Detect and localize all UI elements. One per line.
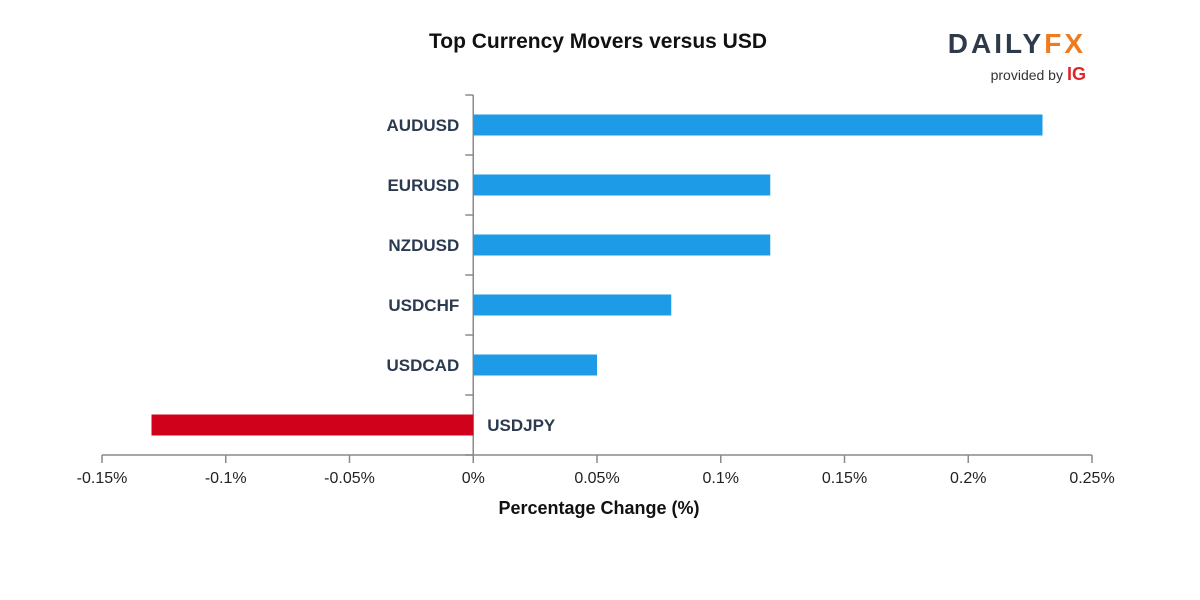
category-label: USDCHF xyxy=(388,296,459,315)
category-label: USDJPY xyxy=(487,416,556,435)
x-tick-label: 0% xyxy=(462,470,485,487)
x-tick-label: -0.15% xyxy=(77,470,128,487)
bar-usdchf xyxy=(473,294,672,316)
category-label: USDCAD xyxy=(387,356,460,375)
x-tick-label: 0.1% xyxy=(703,470,739,487)
bar-eurusd xyxy=(473,174,771,196)
dailyfx-logo[interactable]: DAILYFX provided by IG xyxy=(930,28,1090,88)
category-label: AUDUSD xyxy=(387,116,460,135)
x-tick-label: -0.05% xyxy=(324,470,375,487)
x-tick-label: -0.1% xyxy=(205,470,247,487)
chart-title: Top Currency Movers versus USD xyxy=(428,30,768,53)
bar-usdcad xyxy=(473,354,597,376)
category-label: NZDUSD xyxy=(388,236,459,255)
bar-audusd xyxy=(473,114,1043,136)
x-tick-label: 0.25% xyxy=(1069,470,1114,487)
brand-provided-by: provided by IG xyxy=(991,64,1086,85)
x-tick-label: 0.15% xyxy=(822,470,867,487)
brand-wordmark: DAILYFX xyxy=(948,28,1086,60)
x-tick-label: 0.2% xyxy=(950,470,986,487)
brand-word-accent: FX xyxy=(1044,28,1086,59)
brand-word-main: DAILY xyxy=(947,28,1045,59)
bar-usdjpy xyxy=(151,414,474,436)
x-axis-title: Percentage Change (%) xyxy=(498,498,699,518)
bar-nzdusd xyxy=(473,234,771,256)
x-tick-label: 0.05% xyxy=(574,470,619,487)
brand-provided-by-text: provided by xyxy=(990,67,1063,83)
category-label: EURUSD xyxy=(387,176,459,195)
ig-logo: IG xyxy=(1066,64,1086,84)
